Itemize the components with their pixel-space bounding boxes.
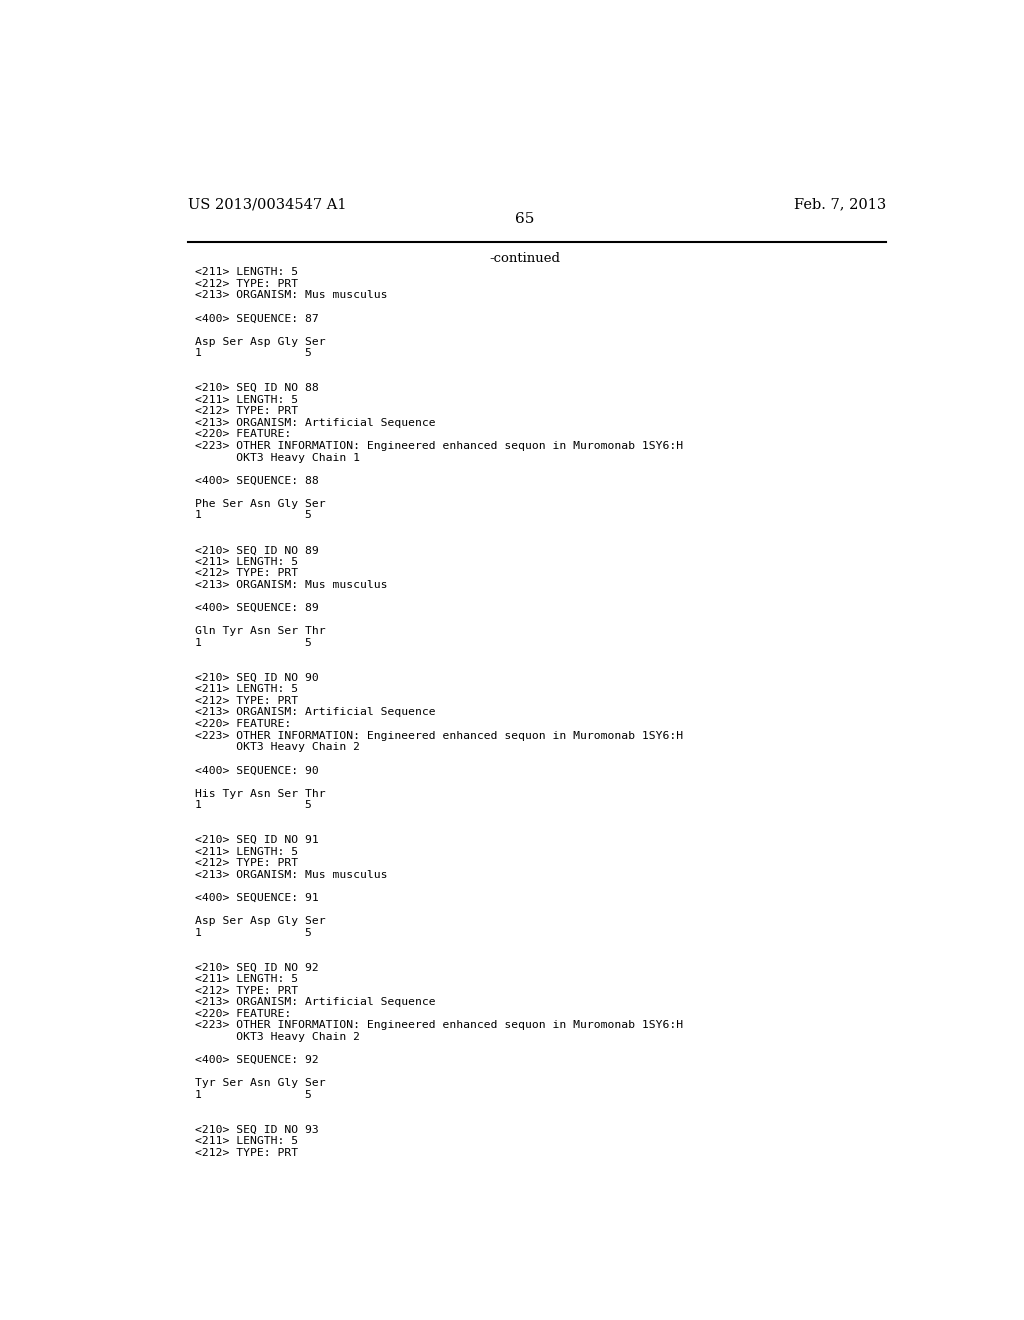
Text: <210> SEQ ID NO 91: <210> SEQ ID NO 91 [196, 836, 319, 845]
Text: <400> SEQUENCE: 89: <400> SEQUENCE: 89 [196, 603, 319, 614]
Text: <210> SEQ ID NO 89: <210> SEQ ID NO 89 [196, 545, 319, 556]
Text: OKT3 Heavy Chain 1: OKT3 Heavy Chain 1 [196, 453, 360, 462]
Text: <223> OTHER INFORMATION: Engineered enhanced sequon in Muromonab 1SY6:H: <223> OTHER INFORMATION: Engineered enha… [196, 1020, 684, 1031]
Text: 1               5: 1 5 [196, 1090, 312, 1100]
Text: <210> SEQ ID NO 93: <210> SEQ ID NO 93 [196, 1125, 319, 1135]
Text: <212> TYPE: PRT: <212> TYPE: PRT [196, 279, 299, 289]
Text: <212> TYPE: PRT: <212> TYPE: PRT [196, 858, 299, 869]
Text: 1               5: 1 5 [196, 348, 312, 358]
Text: <212> TYPE: PRT: <212> TYPE: PRT [196, 1148, 299, 1158]
Text: <213> ORGANISM: Mus musculus: <213> ORGANISM: Mus musculus [196, 290, 388, 301]
Text: <213> ORGANISM: Mus musculus: <213> ORGANISM: Mus musculus [196, 579, 388, 590]
Text: <400> SEQUENCE: 90: <400> SEQUENCE: 90 [196, 766, 319, 775]
Text: <220> FEATURE:: <220> FEATURE: [196, 719, 292, 729]
Text: <211> LENGTH: 5: <211> LENGTH: 5 [196, 395, 299, 405]
Text: Asp Ser Asp Gly Ser: Asp Ser Asp Gly Ser [196, 916, 326, 927]
Text: 65: 65 [515, 213, 535, 226]
Text: <212> TYPE: PRT: <212> TYPE: PRT [196, 696, 299, 706]
Text: <211> LENGTH: 5: <211> LENGTH: 5 [196, 557, 299, 566]
Text: <400> SEQUENCE: 88: <400> SEQUENCE: 88 [196, 475, 319, 486]
Text: <213> ORGANISM: Artificial Sequence: <213> ORGANISM: Artificial Sequence [196, 997, 436, 1007]
Text: 1               5: 1 5 [196, 800, 312, 810]
Text: <210> SEQ ID NO 88: <210> SEQ ID NO 88 [196, 383, 319, 393]
Text: <213> ORGANISM: Artificial Sequence: <213> ORGANISM: Artificial Sequence [196, 708, 436, 718]
Text: Gln Tyr Asn Ser Thr: Gln Tyr Asn Ser Thr [196, 627, 326, 636]
Text: <400> SEQUENCE: 87: <400> SEQUENCE: 87 [196, 314, 319, 323]
Text: -continued: -continued [489, 252, 560, 265]
Text: OKT3 Heavy Chain 2: OKT3 Heavy Chain 2 [196, 742, 360, 752]
Text: Feb. 7, 2013: Feb. 7, 2013 [794, 197, 886, 211]
Text: Phe Ser Asn Gly Ser: Phe Ser Asn Gly Ser [196, 499, 326, 510]
Text: <220> FEATURE:: <220> FEATURE: [196, 1008, 292, 1019]
Text: His Tyr Asn Ser Thr: His Tyr Asn Ser Thr [196, 788, 326, 799]
Text: <212> TYPE: PRT: <212> TYPE: PRT [196, 986, 299, 995]
Text: <211> LENGTH: 5: <211> LENGTH: 5 [196, 1137, 299, 1146]
Text: <213> ORGANISM: Mus musculus: <213> ORGANISM: Mus musculus [196, 870, 388, 879]
Text: <212> TYPE: PRT: <212> TYPE: PRT [196, 407, 299, 416]
Text: <213> ORGANISM: Artificial Sequence: <213> ORGANISM: Artificial Sequence [196, 418, 436, 428]
Text: <210> SEQ ID NO 92: <210> SEQ ID NO 92 [196, 962, 319, 973]
Text: <210> SEQ ID NO 90: <210> SEQ ID NO 90 [196, 673, 319, 682]
Text: <211> LENGTH: 5: <211> LENGTH: 5 [196, 846, 299, 857]
Text: <223> OTHER INFORMATION: Engineered enhanced sequon in Muromonab 1SY6:H: <223> OTHER INFORMATION: Engineered enha… [196, 731, 684, 741]
Text: OKT3 Heavy Chain 2: OKT3 Heavy Chain 2 [196, 1032, 360, 1041]
Text: <211> LENGTH: 5: <211> LENGTH: 5 [196, 267, 299, 277]
Text: Asp Ser Asp Gly Ser: Asp Ser Asp Gly Ser [196, 337, 326, 347]
Text: Tyr Ser Asn Gly Ser: Tyr Ser Asn Gly Ser [196, 1078, 326, 1088]
Text: <400> SEQUENCE: 92: <400> SEQUENCE: 92 [196, 1055, 319, 1065]
Text: <212> TYPE: PRT: <212> TYPE: PRT [196, 569, 299, 578]
Text: 1               5: 1 5 [196, 928, 312, 937]
Text: <220> FEATURE:: <220> FEATURE: [196, 429, 292, 440]
Text: <211> LENGTH: 5: <211> LENGTH: 5 [196, 684, 299, 694]
Text: 1               5: 1 5 [196, 511, 312, 520]
Text: <400> SEQUENCE: 91: <400> SEQUENCE: 91 [196, 892, 319, 903]
Text: US 2013/0034547 A1: US 2013/0034547 A1 [187, 197, 346, 211]
Text: <223> OTHER INFORMATION: Engineered enhanced sequon in Muromonab 1SY6:H: <223> OTHER INFORMATION: Engineered enha… [196, 441, 684, 451]
Text: 1               5: 1 5 [196, 638, 312, 648]
Text: <211> LENGTH: 5: <211> LENGTH: 5 [196, 974, 299, 983]
